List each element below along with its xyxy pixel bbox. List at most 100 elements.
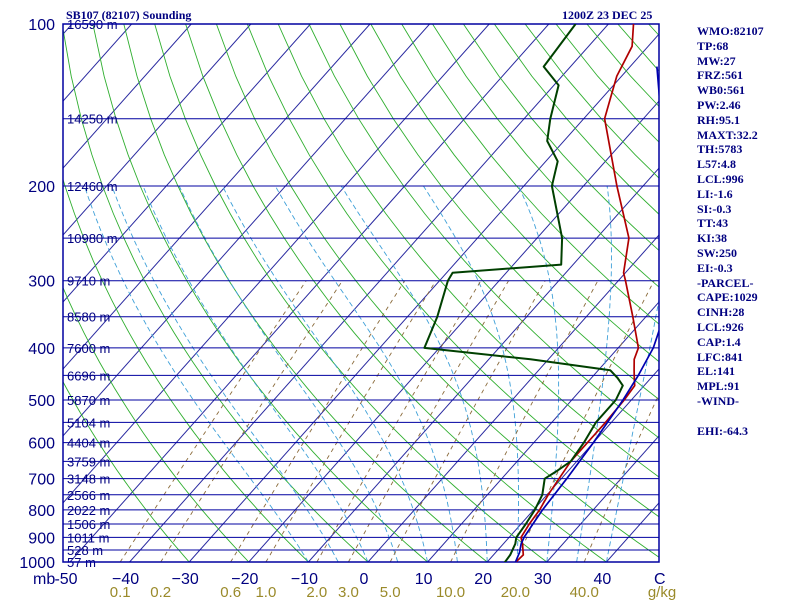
pressure-tick-label: 700 [28,472,55,489]
index-item: L57:4.8 [697,157,736,172]
pressure-tick-label: 600 [28,436,55,453]
moist-adiabat-line [222,185,429,562]
index-item: LCL:926 [697,319,744,334]
temperature-unit-label: C [654,571,666,588]
index-item: LI:-1.6 [697,186,733,201]
index-item: PW:2.46 [697,97,741,112]
mixing-ratio-label: 3.0 [338,584,359,600]
height-label: 2566 m [67,488,110,503]
height-label: 3759 m [67,454,110,469]
mixing-ratio-line [230,280,406,562]
pressure-tick-label: 500 [28,393,55,410]
index-item: -PARCEL- [697,275,754,290]
mixing-ratio-line [265,280,437,562]
temperature-tick-label: −20 [231,571,258,588]
height-label: 14250 m [67,112,118,127]
isotherm-line [248,100,659,562]
temperature-tick-label: 10 [415,571,433,588]
pressure-tick-label: 100 [28,17,55,34]
height-label: 5104 m [67,415,110,430]
mixing-ratio-label: 0.6 [220,584,241,600]
temperature-tick-label: −10 [291,571,318,588]
temperature-tick-label: 0 [360,571,369,588]
mixing-ratio-line [514,280,655,562]
height-label: 5870 m [67,393,110,408]
index-item: SW:250 [697,245,738,260]
index-item: CAP:1.4 [697,334,741,349]
isotherm-line [427,301,659,562]
isotherm-line [63,24,490,504]
moist-adiabat-line [423,185,519,562]
height-label: 3148 m [67,472,110,487]
isotherm-line [486,368,659,562]
temperature-tick-label: -50 [54,571,77,588]
temperature-tick-label: 20 [474,571,492,588]
mixing-ratio-label: 1.0 [255,584,276,600]
height-label: 2022 m [67,503,110,518]
sounding-time: 1200Z 23 DEC 25 [562,8,653,22]
mixing-ratio-label: 40.0 [570,584,599,600]
index-item: LFC:841 [697,349,743,364]
index-item: SI:-0.3 [697,201,732,216]
index-item: EL:141 [697,364,736,379]
height-label: 528 m [67,543,103,558]
height-label: 10980 m [67,231,118,246]
index-item: CINH:28 [697,305,745,320]
mixing-ratio-label: g/kg [648,584,676,600]
temperature-tick-label: −30 [172,571,199,588]
index-item: LCL:996 [697,171,744,186]
plot-border [62,23,660,563]
height-label: 8580 m [67,310,110,325]
isotherm-line [63,24,311,303]
height-label: 9710 m [67,274,110,289]
index-item: RH:95.1 [697,112,740,127]
index-item: TH:5783 [697,142,743,157]
height-label: 12460 m [67,179,118,194]
pressure-tick-label: 400 [28,341,55,358]
temperature-tick-label: −40 [112,571,139,588]
mixing-ratio-label: 10.0 [436,584,465,600]
isotherm-line [69,24,550,562]
height-label: 6696 m [67,368,110,383]
height-label: 1011 m [67,530,109,545]
mixing-ratio-label: 2.0 [306,584,327,600]
moist-adiabat-line [178,185,399,562]
temperature-tick-label: 40 [594,571,612,588]
dewpoint-profile [423,24,624,562]
mixing-ratio-line [160,280,343,562]
index-item: TT:43 [697,216,729,231]
isotherm-line [308,167,659,562]
isotherm-line [63,24,192,169]
plot-area [63,24,659,562]
pressure-tick-label: 900 [28,530,55,547]
index-item: EI:-0.3 [697,260,733,275]
isotherm-line [546,435,659,562]
height-label: 4404 m [67,436,110,451]
moist-adiabat-line [111,185,339,562]
mixing-ratio-label: 0.1 [110,584,131,600]
index-item [697,409,764,424]
chart-title: SB107 (82107) Sounding [66,8,192,22]
pressure-tick-label: 300 [28,274,55,291]
isotherm-line [63,24,371,370]
index-item: CAPE:1029 [697,290,758,305]
index-item: EHI:-64.3 [697,423,748,438]
index-item: WMO:82107 [697,24,764,38]
temperature-tick-label: 30 [534,571,552,588]
index-item: KI:38 [697,231,727,246]
index-item: -WIND- [697,393,739,408]
isotherm-line [63,24,430,437]
pressure-tick-label: 200 [28,179,55,196]
pressure-tick-label: 800 [28,503,55,520]
index-item: FRZ:561 [697,68,743,83]
isotherm-line [63,24,252,236]
isotherm-line [0,24,12,562]
mixing-ratio-label: 5.0 [380,584,401,600]
temperature-profile [514,24,640,562]
dry-adiabat-line [772,24,800,562]
index-item: WB0:561 [697,83,745,98]
sounding-profiles [423,24,659,562]
mixing-ratio-label: 0.2 [150,584,171,600]
index-item: TP:68 [697,38,729,53]
